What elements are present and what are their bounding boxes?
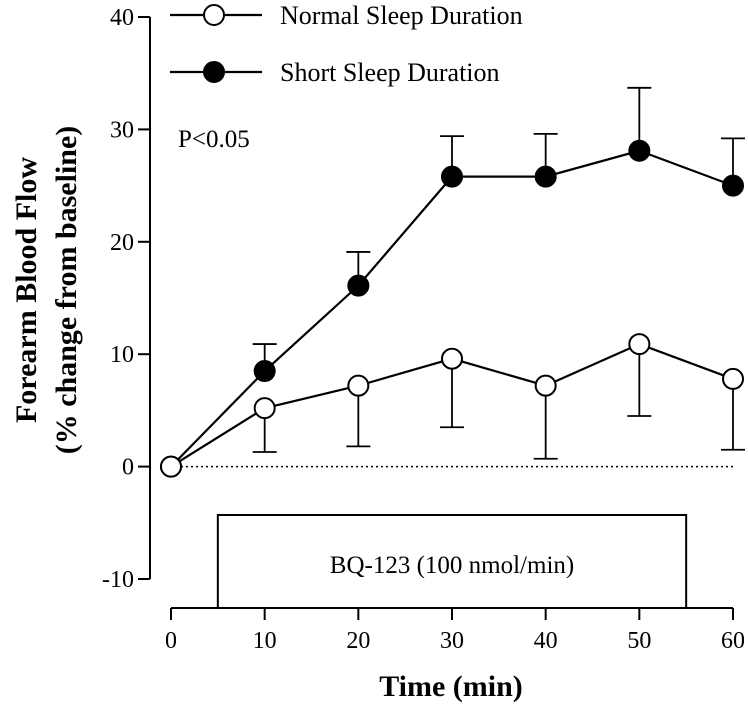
x-tick-label: 60 xyxy=(721,628,745,654)
x-tick-label: 0 xyxy=(165,628,177,654)
x-tick-label: 30 xyxy=(440,628,464,654)
data-point-normal xyxy=(160,455,182,478)
data-point-normal xyxy=(441,347,463,370)
infusion-bracket xyxy=(216,514,688,608)
data-point-normal xyxy=(628,333,651,356)
data-point-normal xyxy=(347,374,370,397)
infusion-box xyxy=(216,514,688,608)
x-axis-title: Time (min) xyxy=(379,670,523,703)
axes: -10 0 10 20 30 40 0 10 20 30 40 50 60 xyxy=(102,5,745,654)
data-points xyxy=(160,139,744,478)
data-point-normal xyxy=(534,374,557,397)
data-point-normal xyxy=(722,367,744,390)
data-point-short xyxy=(253,360,276,383)
data-point-short xyxy=(347,274,370,297)
error-bars xyxy=(252,86,745,460)
legend-label: Normal Sleep Duration xyxy=(280,1,523,30)
legend-label: Short Sleep Duration xyxy=(280,58,500,87)
y-tick-label: 20 xyxy=(110,230,134,256)
data-point-short xyxy=(534,165,557,188)
p-value-annotation: P<0.05 xyxy=(178,126,250,153)
y-tick-label: 30 xyxy=(110,117,134,143)
x-tick-label: 10 xyxy=(253,628,277,654)
x-tick-label: 50 xyxy=(627,628,651,654)
y-tick-label: 10 xyxy=(110,342,134,368)
x-tick-label: 20 xyxy=(346,628,370,654)
data-point-normal xyxy=(253,397,276,420)
legend-marker xyxy=(203,61,225,83)
legend: Normal Sleep Duration Short Sleep Duratio… xyxy=(170,1,523,87)
data-point-short xyxy=(628,139,651,162)
data-point-short xyxy=(722,174,744,197)
y-tick-label: -10 xyxy=(102,567,134,593)
y-axis-title-line2: (% change from baseline) xyxy=(50,126,83,455)
data-point-short xyxy=(441,165,463,188)
y-axis-title-line1: Forearm Blood Flow xyxy=(10,157,43,423)
infusion-label: BQ-123 (100 nmol/min) xyxy=(330,552,574,579)
x-tick-label: 40 xyxy=(534,628,558,654)
y-tick-label: 0 xyxy=(122,455,134,481)
y-tick-label: 40 xyxy=(110,5,134,31)
legend-marker xyxy=(203,4,225,26)
